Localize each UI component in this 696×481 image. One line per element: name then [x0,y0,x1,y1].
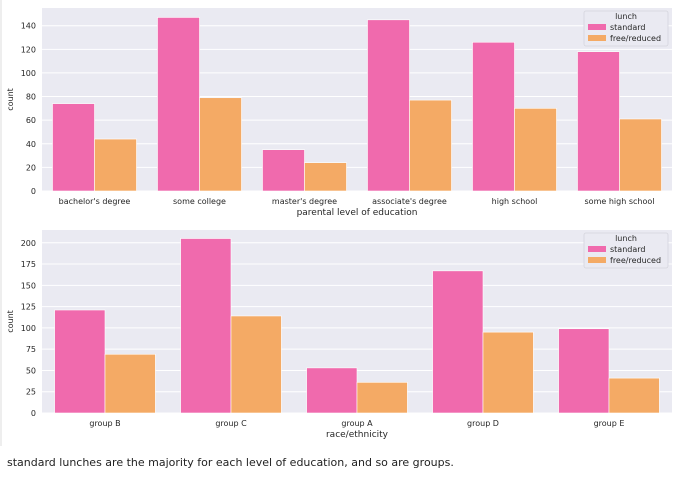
x-tick-label: group A [341,419,373,428]
y-tick-label: 100 [21,324,36,333]
x-tick-label: group B [89,419,120,428]
legend-label: free/reduced [610,256,661,265]
y-tick-label: 100 [21,69,36,78]
y-tick-label: 0 [31,409,36,418]
bar-freereduced-4 [409,99,452,192]
y-tick-label: 60 [26,116,36,125]
figure: 0 20 40 60 80 100 120 140 bachelor's degree some … [6,8,672,440]
bar-freereduced-5 [608,377,660,414]
bar-standard-4 [367,19,410,192]
bar-freereduced-3 [356,382,408,414]
y-tick-label: 25 [26,388,36,397]
legend-label: standard [610,245,645,254]
y-tick-label: 75 [26,345,36,354]
x-tick-label: bachelor's degree [59,197,131,206]
bar-standard-5 [472,41,515,192]
bar-standard-4 [432,270,484,414]
bar-freereduced-6 [619,118,662,192]
bar-standard-3 [306,367,358,414]
legend-label: free/reduced [610,34,661,43]
legend-title: lunch [615,12,637,21]
plot-area-1 [42,8,672,191]
y-tick-label: 120 [21,45,36,54]
legend-swatch [588,257,606,263]
x-tick-label: group C [215,419,247,428]
bar-freereduced-2 [230,315,282,414]
x-tick-label: group E [594,419,625,428]
legend-swatch [588,35,606,41]
y-tick-label: 20 [26,163,36,172]
bar-freereduced-3 [304,162,347,192]
bar-standard-2 [180,238,232,414]
bar-freereduced-1 [94,138,137,192]
bar-freereduced-5 [514,108,557,192]
y-axis-label: count [6,310,15,333]
legend-swatch [588,246,606,252]
bar-standard-1 [54,309,106,414]
y-tick-label: 40 [26,140,36,149]
bar-freereduced-1 [104,353,156,414]
bar-freereduced-2 [199,97,242,192]
y-axis-label: count [6,88,15,111]
y-tick-label: 140 [21,22,36,31]
x-axis-label: parental level of education [297,208,418,218]
bar-standard-3 [262,149,305,192]
x-tick-label: some high school [585,197,655,206]
x-tick-label: master's degree [272,197,337,206]
y-tick-label: 80 [26,93,36,102]
y-tick-label: 150 [21,281,36,290]
bar-standard-1 [52,103,95,192]
x-tick-label: some college [173,197,226,206]
y-tick-label: 175 [21,260,36,269]
y-tick-label: 125 [21,303,36,312]
x-tick-label: group D [467,419,499,428]
y-tick-label: 200 [21,239,36,248]
bar-standard-6 [577,51,620,192]
bar-standard-2 [157,17,200,192]
y-tick-label: 50 [26,366,36,375]
caption-text: standard lunches are the majority for ea… [7,456,454,469]
bar-standard-5 [558,328,610,414]
x-tick-label: associate's degree [372,197,447,206]
y-tick-label: 0 [31,187,36,196]
left-margin-bar [0,0,2,446]
legend-swatch [588,24,606,30]
x-tick-label: high school [492,197,538,206]
legend-title: lunch [615,234,637,243]
x-axis-label: race/ethnicity [326,430,389,440]
legend-label: standard [610,23,645,32]
bar-freereduced-4 [482,331,534,414]
